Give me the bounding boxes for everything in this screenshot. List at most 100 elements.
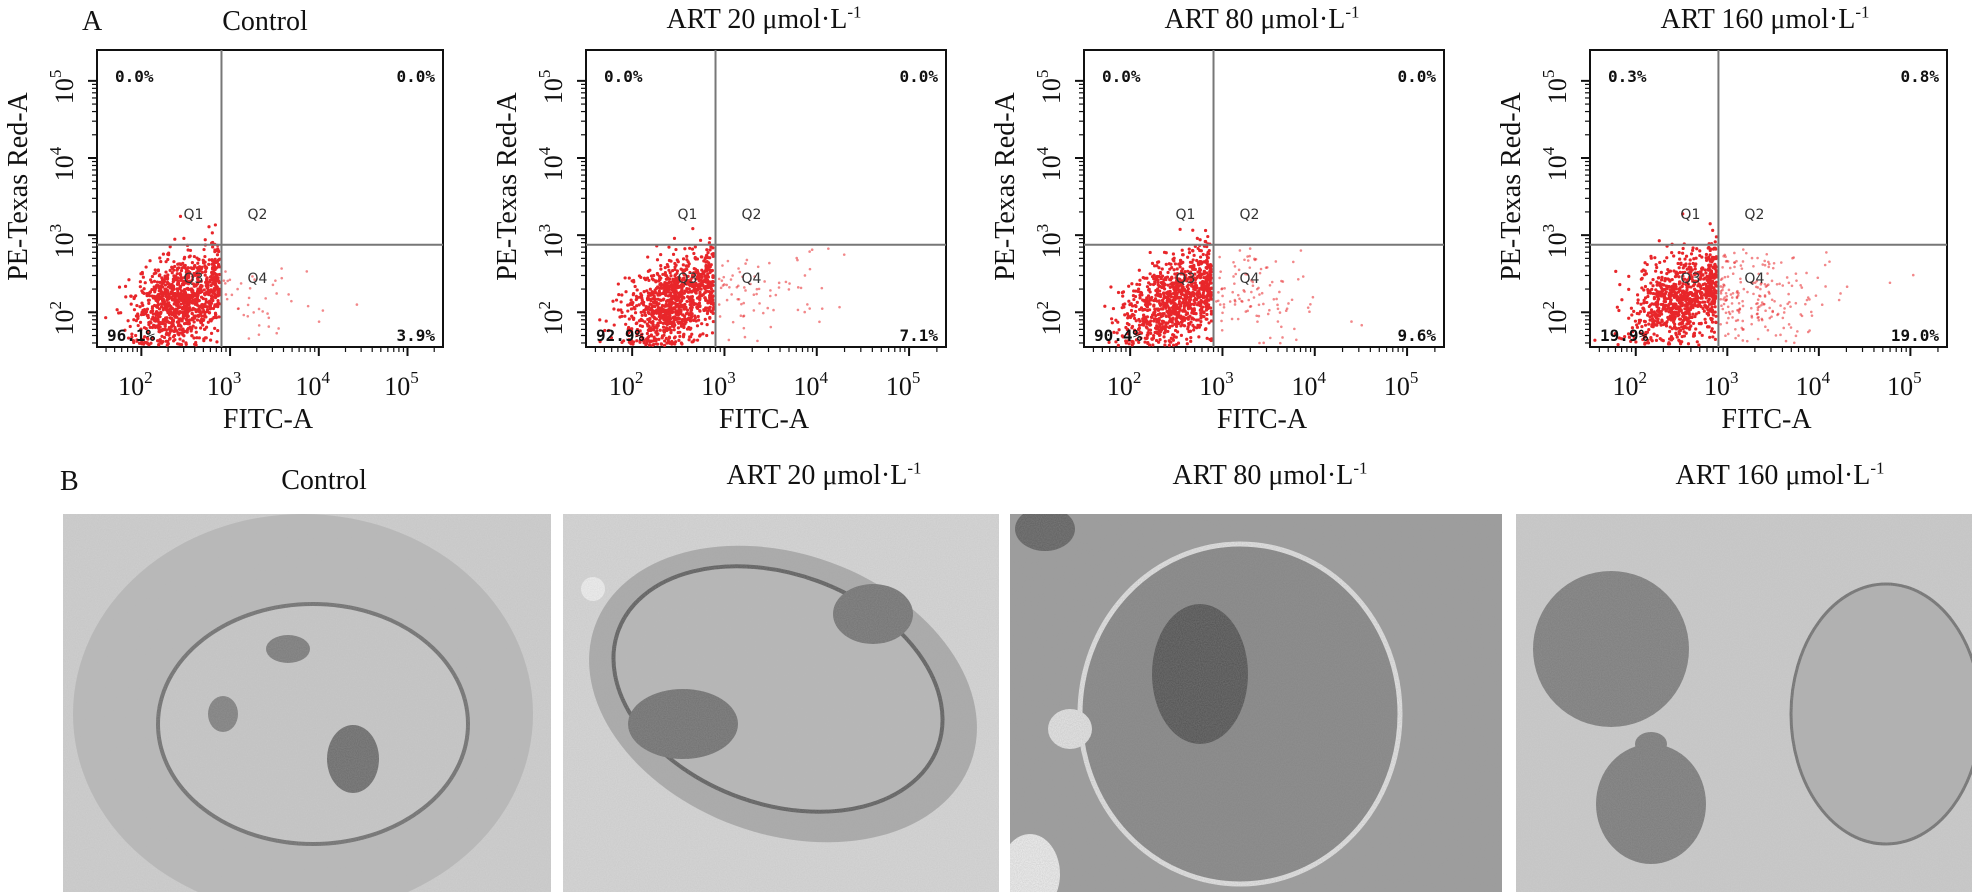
- event-dot: [1636, 301, 1640, 305]
- event-dot: [1129, 302, 1133, 306]
- event-dot: [115, 308, 119, 312]
- event-dot: [706, 251, 710, 255]
- event-dot: [692, 301, 697, 306]
- event-dot: [146, 314, 150, 318]
- event-dot: [648, 287, 652, 291]
- event-dot: [1180, 284, 1184, 288]
- event-dot: [1121, 294, 1125, 298]
- event-dot: [1700, 291, 1704, 295]
- event-dot: [1633, 319, 1638, 323]
- event-dot: [138, 305, 142, 309]
- panel-b-letter: B: [60, 466, 79, 497]
- event-dot: [1668, 279, 1672, 283]
- event-dot: [1651, 277, 1655, 282]
- event-dot: [1159, 307, 1163, 311]
- event-dot: [635, 296, 639, 300]
- event-dot: [1706, 246, 1710, 250]
- event-dot: [1280, 325, 1283, 329]
- event-dot: [169, 329, 173, 333]
- quadrant-percent: 19.9%: [1600, 326, 1649, 345]
- event-dot: [1724, 299, 1727, 302]
- event-dot: [156, 269, 160, 273]
- event-dot: [708, 300, 712, 304]
- event-dot: [630, 329, 634, 333]
- event-dot: [1178, 265, 1182, 269]
- event-dot: [627, 317, 631, 321]
- x-tick-label: 104: [296, 368, 331, 401]
- event-dot: [799, 286, 803, 290]
- event-dot: [1160, 275, 1164, 279]
- event-dot: [139, 328, 143, 332]
- event-dot: [1142, 323, 1146, 327]
- event-dot: [667, 316, 671, 320]
- event-dot: [1784, 339, 1788, 343]
- event-dot: [277, 327, 280, 330]
- event-dot: [1785, 276, 1789, 279]
- event-dot: [1670, 327, 1674, 331]
- event-dot: [1174, 318, 1178, 322]
- event-dot: [1252, 296, 1256, 299]
- event-dot: [163, 323, 167, 327]
- event-dot: [1209, 286, 1214, 290]
- event-dot: [673, 335, 677, 339]
- event-dot: [1209, 337, 1214, 341]
- event-dot: [1767, 262, 1771, 266]
- event-dot: [1200, 306, 1204, 310]
- event-dot: [1243, 258, 1246, 262]
- event-dot: [1631, 330, 1635, 334]
- y-tick-label: 104: [1033, 146, 1066, 181]
- event-dot: [1756, 337, 1760, 341]
- y-tick-label: 105: [535, 70, 568, 105]
- quadrant-name: Q4: [742, 271, 762, 287]
- event-dot: [1688, 258, 1692, 262]
- event-dot: [653, 288, 657, 292]
- event-dot: [699, 255, 703, 259]
- event-dot: [1814, 294, 1818, 297]
- event-dot: [211, 276, 215, 280]
- event-dot: [210, 272, 214, 276]
- event-dot: [1206, 307, 1210, 311]
- event-dot: [1643, 284, 1648, 289]
- event-dot: [681, 303, 685, 307]
- event-dot: [655, 310, 659, 314]
- event-dot: [1206, 291, 1210, 295]
- event-dot: [1193, 296, 1197, 301]
- event-dot: [1262, 341, 1265, 345]
- event-dot: [758, 302, 761, 305]
- event-dot: [624, 322, 628, 326]
- event-dot: [1787, 323, 1791, 326]
- event-dot: [1655, 323, 1659, 327]
- event-dot: [194, 300, 198, 304]
- event-dot: [1593, 338, 1597, 342]
- event-dot: [687, 338, 691, 342]
- event-dot: [1274, 260, 1278, 263]
- event-dot: [644, 307, 648, 311]
- event-dot: [655, 342, 660, 346]
- y-tick-label: 105: [46, 70, 79, 105]
- event-dot: [1739, 277, 1742, 281]
- event-dot: [150, 274, 154, 279]
- event-dot: [147, 323, 151, 327]
- event-dot: [1177, 262, 1181, 266]
- event-dot: [202, 291, 207, 296]
- event-dot: [808, 307, 811, 310]
- event-dot: [648, 268, 652, 272]
- event-dot: [157, 307, 162, 311]
- event-dot: [1770, 315, 1773, 318]
- event-dot: [200, 270, 204, 275]
- event-dot: [1639, 302, 1643, 306]
- event-dot: [1175, 278, 1180, 282]
- event-dot: [1174, 342, 1179, 347]
- event-dot: [216, 276, 220, 280]
- event-dot: [169, 316, 173, 320]
- event-dot: [1205, 279, 1209, 283]
- event-dot: [1719, 297, 1723, 301]
- event-dot: [1731, 272, 1735, 276]
- event-dot: [156, 319, 160, 323]
- event-dot: [1737, 311, 1741, 314]
- event-dot: [673, 267, 677, 272]
- event-dot: [1723, 275, 1727, 279]
- event-dot: [203, 273, 207, 277]
- event-dot: [1124, 339, 1129, 344]
- event-dot: [280, 276, 284, 280]
